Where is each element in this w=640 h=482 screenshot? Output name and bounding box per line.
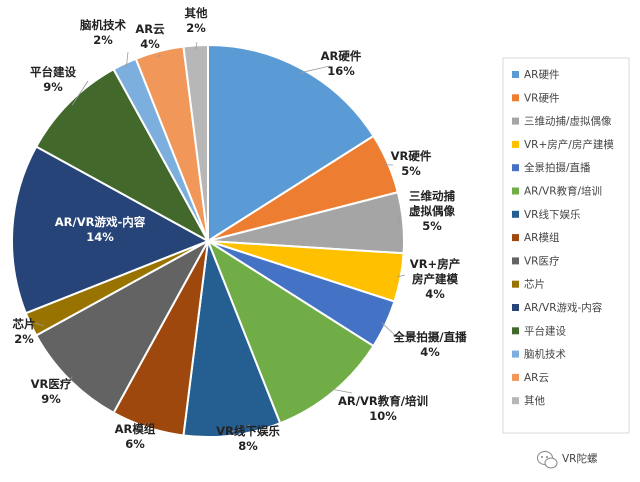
slice-label: 其他 2% [185,6,208,35]
legend-swatch [512,234,519,242]
pie-slice [205,238,375,425]
slice-label: 芯片 2% [13,317,36,346]
legend-swatch [512,140,519,148]
leader-lines [34,41,406,432]
slice-label: 三维动捕虚拟偶像 5% [409,189,455,233]
slice-label: VR+房产房产建模 4% [410,257,460,301]
leader-line [156,54,161,58]
legend-swatch [512,397,519,405]
leader-line [300,65,331,74]
legend-label: AR/VR教育/培训 [524,185,602,198]
legend-swatch [512,280,519,288]
pie-slice [11,145,211,315]
watermark-text: VR陀螺 [562,452,598,465]
legend-label: 脑机技术 [524,348,566,361]
legend-swatch [512,257,519,265]
legend-swatch [512,117,519,125]
legend-label: 其他 [524,394,545,407]
slice-label: AR硬件 16% [321,49,362,78]
pie-slice [207,43,375,243]
slice-label: 脑机技术 2% [80,18,126,47]
legend-box [502,57,630,434]
leader-line [397,214,400,223]
legend-swatch [512,71,519,78]
legend-swatch [512,94,519,102]
leader-line [34,322,45,327]
legend-label: VR医疗 [524,254,560,267]
leader-line [67,376,73,384]
slice-label: AR/VR游戏-内容 14% [55,215,146,244]
legend-label: AR模组 [524,231,560,244]
legend-label: VR硬件 [524,92,559,104]
legend-swatch [512,350,519,358]
slice-label: AR云 4% [135,22,165,51]
leader-line [381,322,399,339]
slice-label: AR模组 6% [115,422,156,451]
legend-swatch [512,327,519,335]
legend-swatch [512,373,519,381]
legend-swatch [512,304,519,311]
leader-line [231,424,251,432]
legend-label: 三维动捕/虚拟偶像 [524,115,612,128]
slice-label: VR硬件 5% [391,149,432,178]
slice-label: VR医疗 9% [31,377,72,406]
slice-label: 平台建设 9% [30,65,76,94]
legend-label: AR云 [524,372,549,384]
slice-label: VR线下娱乐 8% [216,424,280,453]
legend-label: VR线下娱乐 [524,208,581,221]
pie-slice [182,240,282,438]
legend-swatch [512,187,519,195]
legend-label: AR硬件 [524,69,559,81]
leader-line [330,388,353,394]
legend-label: AR/VR游戏-内容 [524,301,603,314]
leader-line [125,51,129,68]
legend-label: 平台建设 [524,324,566,337]
slice-labels: AR硬件 16% VR硬件 5% 三维动捕虚拟偶像 5% VR+房产房产建模 4% 全景拍摄/直… [13,6,468,453]
legend-swatch [512,164,519,172]
slice-label: AR/VR教育/培训 10% [338,394,428,423]
leader-line [396,274,406,278]
pie-slices [11,43,405,438]
legend-label: 全景拍摄/直播 [524,161,591,174]
legend-swatch [512,210,519,218]
legend-label: VR+房产/房产建模 [524,138,614,151]
pie-slice [34,67,211,244]
legend-label: 芯片 [524,278,545,291]
pie-slice [182,43,209,242]
leader-line [71,80,89,106]
wechat-icon [537,451,558,469]
slice-label: 全景拍摄/直播 4% [392,330,467,359]
watermark: VR陀螺 [537,451,598,469]
pie-slice [34,238,211,415]
leader-line [195,41,198,50]
